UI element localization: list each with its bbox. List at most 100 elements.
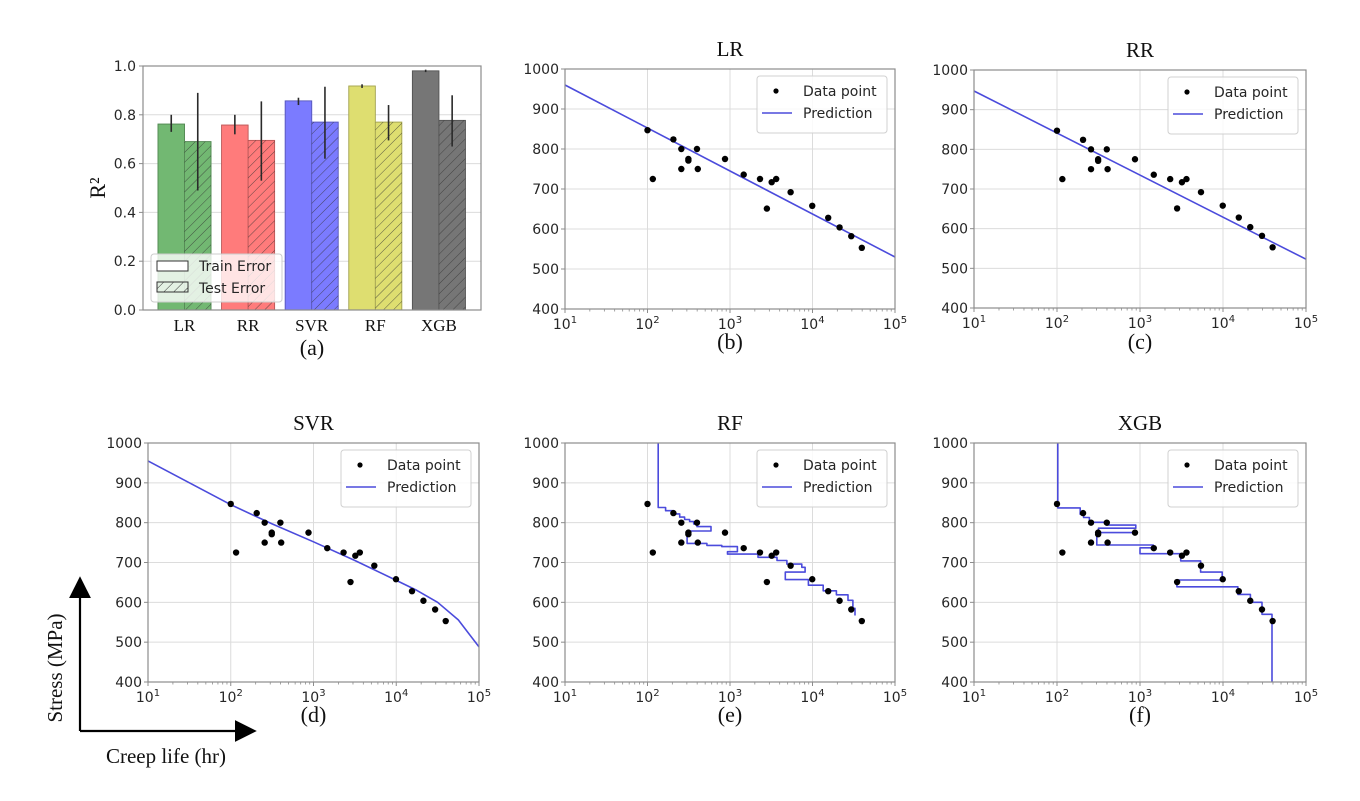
e-data-point [809, 576, 816, 583]
f-x-tick-base: 10 [962, 690, 980, 706]
c-legend-label-prediction: Prediction [1214, 107, 1284, 123]
f-legend-marker-data-point [1184, 462, 1190, 468]
e-data-point [644, 500, 651, 508]
creep-life-axis-label: Creep life (hr) [106, 744, 226, 768]
d-x-tick-base: 10 [384, 690, 402, 706]
a-x-tick-label: XGB [421, 316, 457, 335]
c-data-point [1183, 175, 1190, 183]
axes-annotation: Stress (MPa) Creep life (hr) [43, 576, 257, 768]
a-legend-label-test: Test Error [198, 281, 265, 297]
e-x-tick-exponent: 2 [653, 688, 659, 699]
e-x-tick-exponent: 3 [736, 688, 742, 699]
d-x-tick-exponent: 4 [402, 688, 408, 699]
e-legend: Data point Prediction [756, 449, 888, 508]
e-data-point [763, 578, 771, 586]
c-x-tick-exponent: 5 [1312, 314, 1318, 325]
d-data-point [261, 539, 268, 546]
e-x-ticks: 101 102 103 104 105 [553, 682, 907, 706]
c-data-point [1150, 171, 1157, 178]
b-data-point [678, 165, 685, 173]
c-x-tick-exponent: 2 [1063, 314, 1069, 325]
e-legend-marker-data-point [773, 462, 779, 468]
d-data-point [261, 519, 268, 526]
c-data-point [1219, 202, 1226, 209]
b-legend-label-data-point: Data point [803, 84, 877, 100]
c-data-point [1103, 146, 1110, 153]
f-data-point [1103, 519, 1110, 526]
d-x-tick-label: 105 [467, 688, 491, 706]
d-legend-label-data-point: Data point [387, 458, 461, 474]
d-data-point [268, 531, 275, 538]
f-x-tick-exponent: 2 [1063, 688, 1069, 699]
f-panel-title: XGB [1118, 411, 1162, 435]
d-x-tick-exponent: 5 [485, 688, 491, 699]
b-y-tick-label: 400 [532, 302, 559, 318]
c-x-tick-label: 103 [1128, 314, 1152, 332]
f-data-point [1183, 549, 1190, 556]
d-y-tick-label: 800 [115, 516, 142, 532]
d-x-ticks: 101 102 103 104 105 [136, 682, 491, 706]
e-data-points [644, 500, 866, 625]
d-y-tick-label: 1000 [106, 436, 142, 452]
b-data-point [685, 157, 692, 164]
e-y-tick-label: 400 [532, 675, 559, 691]
a-y-ticks: 0.0 0.2 0.4 0.6 0.8 1.0 [114, 59, 143, 319]
c-x-tick-label: 104 [1211, 314, 1235, 332]
c-x-tick-base: 10 [1045, 316, 1063, 332]
d-data-point [340, 549, 347, 556]
b-data-point [693, 145, 701, 153]
e-y-ticks: 400 500 600 700 800 900 1000 [523, 436, 565, 691]
f-y-tick-label: 800 [941, 516, 968, 532]
d-x-tick-base: 10 [301, 690, 319, 706]
b-data-point [649, 175, 657, 183]
c-data-point [1094, 157, 1102, 165]
c-data-point [1131, 156, 1139, 163]
d-data-point [352, 552, 359, 559]
c-data-point [1053, 127, 1061, 134]
b-data-point [768, 179, 775, 186]
d-x-tick-label: 103 [301, 688, 325, 706]
d-data-point [408, 587, 416, 595]
a-bar-svr-train [284, 100, 313, 311]
d-x-tick-exponent: 2 [236, 688, 242, 699]
e-y-tick-label: 800 [532, 516, 559, 532]
e-panel-caption: (e) [718, 702, 742, 727]
d-prediction-line [147, 460, 480, 648]
f-data-point [1053, 500, 1061, 508]
c-data-point [1197, 188, 1205, 196]
b-y-ticks: 400 500 600 700 800 900 1000 [523, 62, 565, 318]
f-data-point [1059, 549, 1066, 556]
b-data-point [825, 214, 832, 221]
c-y-ticks: 400 500 600 700 800 900 1000 [932, 63, 974, 317]
e-x-tick-label: 101 [553, 688, 577, 706]
b-data-point [721, 155, 729, 163]
b-data-point [787, 189, 794, 196]
f-data-point [1087, 539, 1095, 546]
d-y-tick-label: 700 [115, 556, 142, 572]
c-x-tick-label: 101 [962, 314, 986, 332]
d-x-tick-base: 10 [467, 690, 485, 706]
b-y-tick-label: 500 [532, 262, 559, 278]
a-x-tick-label: SVR [295, 316, 329, 335]
b-y-tick-label: 900 [532, 102, 559, 118]
c-data-point [1166, 175, 1174, 183]
f-legend: Data point Prediction [1167, 449, 1299, 508]
f-y-tick-label: 400 [941, 675, 968, 691]
b-x-ticks: 101 102 103 104 105 [553, 309, 907, 333]
f-y-tick-label: 500 [941, 635, 968, 651]
b-data-point [809, 202, 816, 209]
b-x-tick-label: 103 [718, 315, 742, 333]
e-x-tick-label: 102 [635, 688, 659, 706]
b-data-point [740, 171, 747, 178]
f-data-point [1219, 576, 1226, 583]
d-legend-label-prediction: Prediction [387, 480, 457, 496]
f-x-tick-base: 10 [1045, 690, 1063, 706]
c-data-point [1178, 179, 1186, 186]
b-x-tick-exponent: 4 [818, 315, 824, 326]
c-data-points [1053, 127, 1276, 251]
e-x-tick-base: 10 [553, 690, 571, 706]
d-x-tick-base: 10 [219, 690, 237, 706]
f-y-tick-label: 1000 [932, 436, 968, 452]
e-x-tick-base: 10 [883, 690, 901, 706]
b-x-tick-exponent: 2 [653, 315, 659, 326]
